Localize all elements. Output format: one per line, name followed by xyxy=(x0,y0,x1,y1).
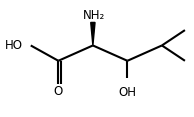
Polygon shape xyxy=(91,22,95,46)
Text: NH₂: NH₂ xyxy=(82,9,105,22)
Text: OH: OH xyxy=(118,86,136,99)
Text: O: O xyxy=(53,85,62,98)
Text: HO: HO xyxy=(5,39,23,52)
